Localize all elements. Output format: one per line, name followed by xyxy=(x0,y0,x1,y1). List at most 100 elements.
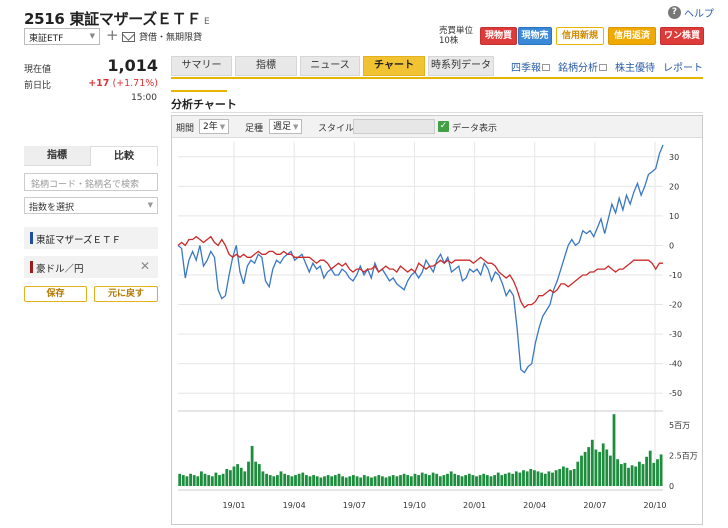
volume-bar xyxy=(308,476,312,486)
volume-bar xyxy=(493,475,496,486)
volume-bar xyxy=(290,476,294,486)
tab-compare[interactable]: 比較 xyxy=(90,146,158,166)
volume-bar xyxy=(446,473,449,486)
volume-bar xyxy=(250,445,254,486)
volume-bar xyxy=(417,475,420,486)
volume-bar xyxy=(587,447,591,486)
volume-bar xyxy=(449,471,453,486)
index-select[interactable]: 指数を選択 ▼ xyxy=(24,197,158,214)
volume-bar xyxy=(254,461,258,486)
tab-news[interactable]: ニュース xyxy=(300,56,360,76)
volume-bar xyxy=(558,469,562,486)
link-shikiho[interactable]: 四季報 xyxy=(511,59,550,74)
period-label: 期間 xyxy=(176,124,195,134)
mail-link[interactable]: 貸借・無期限貸 xyxy=(122,30,202,43)
compare-item-etf[interactable]: 東証マザーズＥＴＦ xyxy=(24,227,158,249)
volume-bar xyxy=(297,473,301,486)
volume-bar xyxy=(507,472,511,486)
volume-bar xyxy=(525,471,529,486)
volume-bar xyxy=(221,473,225,486)
volume-bar xyxy=(652,462,656,486)
reset-button[interactable]: 元に戻す xyxy=(94,286,158,302)
volume-bar xyxy=(562,466,565,486)
volume-bar xyxy=(229,470,232,486)
volume-bar xyxy=(370,477,373,486)
volume-bar xyxy=(395,476,399,486)
margin-new-button[interactable]: 信用新規 xyxy=(556,27,604,45)
volume-bar xyxy=(590,439,594,486)
y-tick-label: -20 xyxy=(669,301,682,310)
compare-item-audjpy[interactable]: 豪ドル／円 ✕ xyxy=(24,256,158,278)
volume-bar xyxy=(196,476,200,486)
save-button[interactable]: 保存 xyxy=(24,286,87,302)
volume-bar xyxy=(598,451,601,486)
volume-bar xyxy=(522,470,525,486)
volume-bar xyxy=(630,465,634,486)
add-watchlist-icon[interactable]: + xyxy=(106,26,119,44)
price-label: 現在値 xyxy=(24,65,52,75)
x-tick-label: 19/04 xyxy=(283,501,306,510)
link-benefits[interactable]: 株主優待 xyxy=(615,63,655,74)
one-share-buy-button[interactable]: ワン株買 xyxy=(660,27,704,45)
cash-sell-button[interactable]: 現物売 xyxy=(518,27,552,45)
y-tick-label: -30 xyxy=(669,330,682,339)
y-tick-label: 0 xyxy=(669,241,674,250)
volume-bar xyxy=(409,476,413,486)
chevron-down-icon: ▼ xyxy=(293,123,299,131)
style-select[interactable] xyxy=(353,119,435,134)
volume-bar xyxy=(580,455,583,486)
volume-bar xyxy=(348,476,352,486)
market-select[interactable]: 東証ETF ▼ xyxy=(24,28,100,45)
volume-bar xyxy=(594,449,598,486)
margin-close-button[interactable]: 信用返済 xyxy=(608,27,656,45)
volume-bar xyxy=(627,467,630,487)
tab-indicators[interactable]: 指標 xyxy=(235,56,297,76)
volume-bar xyxy=(373,476,377,486)
volume-bar xyxy=(315,476,319,486)
help-link[interactable]: ? ヘルプ xyxy=(668,5,714,20)
candle-select[interactable]: 週足 ▼ xyxy=(269,119,303,134)
volume-bar xyxy=(399,475,402,486)
quote-time: 15:00 xyxy=(131,93,157,103)
tab-chart[interactable]: チャート xyxy=(363,56,425,76)
volume-bar xyxy=(511,473,515,486)
volume-bar xyxy=(362,475,366,486)
chart-toolbar: 期間 2年 ▼ 足種 週足 ▼ スタイル ✓ データ表示 xyxy=(172,116,702,138)
volume-tick-label: 5百万 xyxy=(669,421,690,430)
sidebar-tabs: 指標 比較 xyxy=(24,146,158,166)
volume-bar xyxy=(261,471,265,486)
symbol-search-input[interactable]: 銘柄コード・銘柄名で検索 xyxy=(24,173,158,191)
volume-bar xyxy=(359,477,363,486)
volume-bar xyxy=(268,475,272,486)
tab-timeseries[interactable]: 時系列データ xyxy=(428,56,494,76)
volume-bar xyxy=(634,466,638,486)
volume-bar xyxy=(583,451,587,486)
trading-unit: 売買単位 10株 xyxy=(439,26,474,46)
data-display-label: データ表示 xyxy=(452,124,498,134)
volume-bar xyxy=(496,472,500,486)
volume-bar xyxy=(428,475,431,486)
x-tick-label: 19/10 xyxy=(403,501,426,510)
volume-bar xyxy=(247,461,250,486)
page-title: 2516 東証マザーズＥＴＦ E xyxy=(24,10,210,28)
period-select[interactable]: 2年 ▼ xyxy=(199,119,230,134)
volume-bar xyxy=(294,475,297,486)
volume-bar xyxy=(572,469,576,486)
current-price: 1,014 xyxy=(107,56,158,75)
data-display-checkbox[interactable]: ✓ xyxy=(438,121,449,132)
link-analysis[interactable]: 銘柄分析 xyxy=(558,59,607,74)
tab-indicator[interactable]: 指標 xyxy=(24,146,90,166)
tab-summary[interactable]: サマリー xyxy=(171,56,232,76)
volume-bar xyxy=(485,475,489,486)
volume-bar xyxy=(565,467,569,487)
volume-bar xyxy=(482,473,486,486)
cash-buy-button[interactable]: 現物買 xyxy=(480,27,517,45)
volume-bar xyxy=(200,471,203,486)
x-tick-label: 20/01 xyxy=(463,501,486,510)
volume-bar xyxy=(276,475,279,486)
volume-bar xyxy=(312,475,315,486)
link-report[interactable]: レポート xyxy=(663,63,703,74)
volume-bar xyxy=(203,473,207,486)
close-icon[interactable]: ✕ xyxy=(139,259,150,273)
